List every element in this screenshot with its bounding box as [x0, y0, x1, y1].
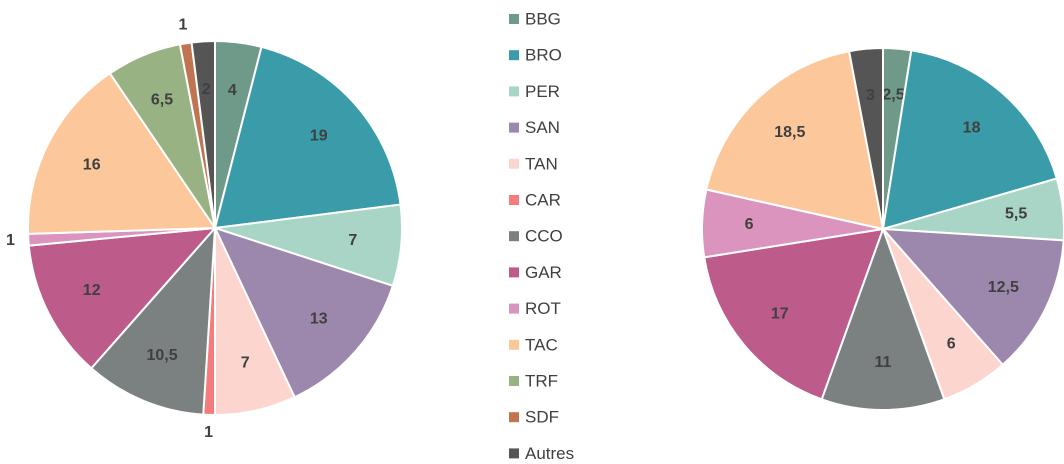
legend-label: SDF	[525, 408, 559, 427]
data-label: 6	[947, 336, 956, 353]
legend-label: TRF	[525, 371, 558, 390]
legend-swatch	[509, 339, 519, 350]
data-label: 6,5	[151, 91, 173, 108]
legend-label: ROT	[525, 299, 561, 318]
legend-label: PER	[525, 82, 560, 101]
legend-swatch	[509, 158, 519, 169]
pie-slice	[213, 226, 395, 399]
legend-label: BRO	[525, 46, 562, 65]
data-label: 16	[83, 156, 101, 173]
data-label: 18,5	[774, 124, 805, 141]
pie-slice	[705, 50, 885, 231]
data-label: 17	[771, 306, 789, 323]
data-label: 2	[202, 81, 211, 98]
legend-label: TAC	[525, 335, 558, 354]
legend-swatch	[509, 448, 519, 459]
data-label: 10,5	[146, 347, 177, 364]
legend-label: SAN	[525, 118, 560, 137]
legend-label: CAR	[525, 190, 561, 209]
pie-slice	[89, 225, 217, 416]
legend-swatch	[509, 86, 519, 97]
pie-slice	[27, 226, 218, 370]
data-label: 3	[866, 87, 875, 104]
data-label: 1	[178, 17, 187, 34]
data-label: 19	[310, 128, 328, 145]
data-label: 13	[310, 311, 328, 328]
pie-slice	[27, 71, 217, 235]
pie-slice	[847, 46, 884, 230]
data-label: 2,5	[882, 87, 904, 104]
pie-slice	[703, 227, 885, 401]
legend-swatch	[509, 303, 519, 314]
pie-slice	[213, 45, 402, 230]
data-label: 7	[348, 232, 357, 249]
data-label: 5,5	[1005, 206, 1027, 223]
legend-label: GAR	[525, 263, 562, 282]
pie-slice	[881, 49, 1059, 231]
pie-slice	[190, 39, 216, 229]
data-label: 12,5	[988, 279, 1019, 296]
pie-slice	[820, 226, 946, 411]
legend-label: TAN	[525, 154, 558, 173]
pie-slice	[880, 227, 1064, 367]
data-label: 11	[875, 354, 892, 371]
data-label: 18	[963, 120, 981, 137]
data-label: 6	[745, 216, 754, 233]
legend-swatch	[509, 195, 519, 205]
legend-swatch	[509, 376, 519, 386]
legend-label: Autres	[525, 444, 574, 463]
legend-swatch	[509, 50, 519, 61]
data-label: 1	[204, 424, 213, 441]
data-label: 12	[83, 282, 101, 299]
data-label: 1	[6, 232, 15, 249]
legend-swatch	[509, 412, 519, 423]
legend-swatch	[509, 267, 519, 278]
data-label: 7	[241, 354, 250, 371]
legend-label: BBG	[525, 9, 561, 28]
legend-label: CCO	[525, 227, 563, 246]
legend-swatch	[509, 122, 519, 133]
data-label: 4	[228, 82, 237, 99]
legend-swatch	[509, 14, 519, 24]
legend-swatch	[509, 231, 519, 242]
